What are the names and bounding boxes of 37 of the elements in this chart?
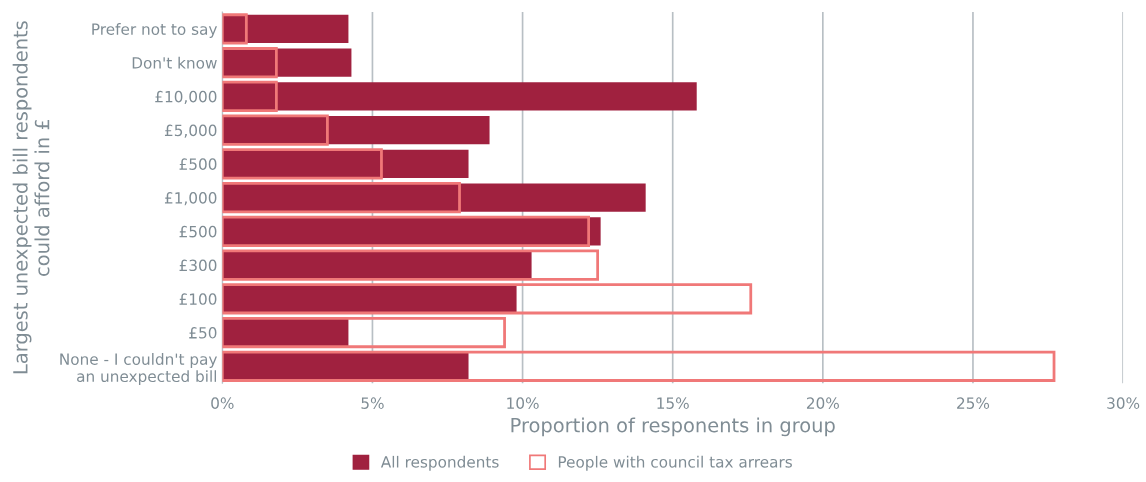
y-tick-label: £50 bbox=[189, 327, 217, 339]
y-axis-title: Largest unexpected bill respondents could afford in £ bbox=[12, 21, 50, 374]
y-tick-label: £1,000 bbox=[164, 192, 217, 206]
bar bbox=[222, 148, 383, 180]
bar bbox=[222, 82, 697, 111]
legend-label: All respondents bbox=[380, 455, 499, 471]
y-tick-label: £100 bbox=[179, 293, 217, 305]
y-tick-label: Don't know bbox=[132, 56, 217, 69]
y-tick-label: Prefer not to say bbox=[92, 23, 218, 38]
x-tick-label: 15% bbox=[657, 397, 689, 409]
y-tick-label: £300 bbox=[179, 259, 217, 272]
x-tick-label: 10% bbox=[507, 397, 539, 409]
bar bbox=[222, 350, 1056, 382]
bar bbox=[222, 149, 469, 179]
bar bbox=[222, 14, 349, 44]
y-tick-label: £500 bbox=[179, 225, 217, 238]
x-tick-label: 5% bbox=[361, 397, 384, 409]
legend-label: People with council tax arrears bbox=[558, 455, 792, 471]
bar bbox=[222, 317, 506, 349]
bar bbox=[222, 284, 517, 314]
bar bbox=[222, 250, 532, 280]
x-axis-title: Proportion of responents in group bbox=[511, 417, 835, 437]
y-tick-label: £5,000 bbox=[164, 124, 217, 138]
y-tick-label: None - I couldn't pay an unexpected bill bbox=[60, 353, 218, 386]
y-tick-label: £10,000 bbox=[155, 90, 217, 104]
bar bbox=[222, 249, 600, 281]
x-tick-label: 20% bbox=[806, 397, 839, 409]
bar bbox=[222, 283, 753, 315]
x-tick-label: 0% bbox=[211, 397, 234, 409]
x-tick-label: 30% bbox=[1107, 397, 1140, 409]
x-tick-label: 25% bbox=[957, 397, 990, 409]
bar bbox=[222, 47, 278, 79]
bar bbox=[222, 115, 490, 145]
y-tick-label: £500 bbox=[179, 158, 217, 170]
bar bbox=[222, 80, 278, 112]
bar bbox=[222, 114, 329, 146]
bar bbox=[222, 13, 248, 45]
